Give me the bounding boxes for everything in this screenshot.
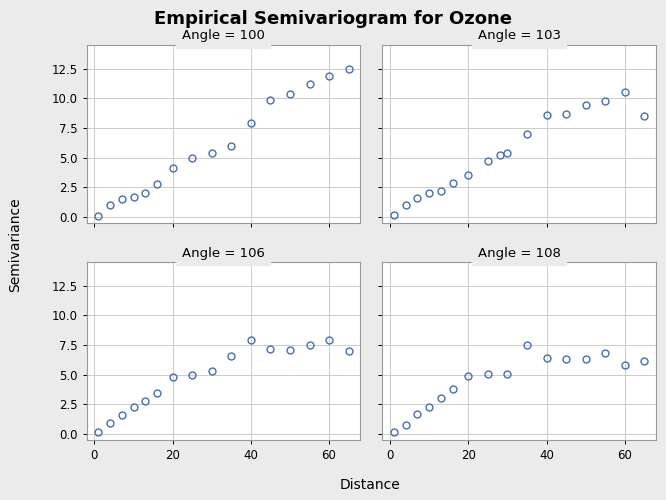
Title: Angle = 106: Angle = 106 xyxy=(182,246,265,260)
Title: Angle = 100: Angle = 100 xyxy=(182,30,265,43)
Text: Empirical Semivariogram for Ozone: Empirical Semivariogram for Ozone xyxy=(154,10,512,28)
Title: Angle = 103: Angle = 103 xyxy=(478,30,561,43)
Text: Semivariance: Semivariance xyxy=(7,198,22,292)
Title: Angle = 108: Angle = 108 xyxy=(478,246,561,260)
Text: Distance: Distance xyxy=(339,478,400,492)
